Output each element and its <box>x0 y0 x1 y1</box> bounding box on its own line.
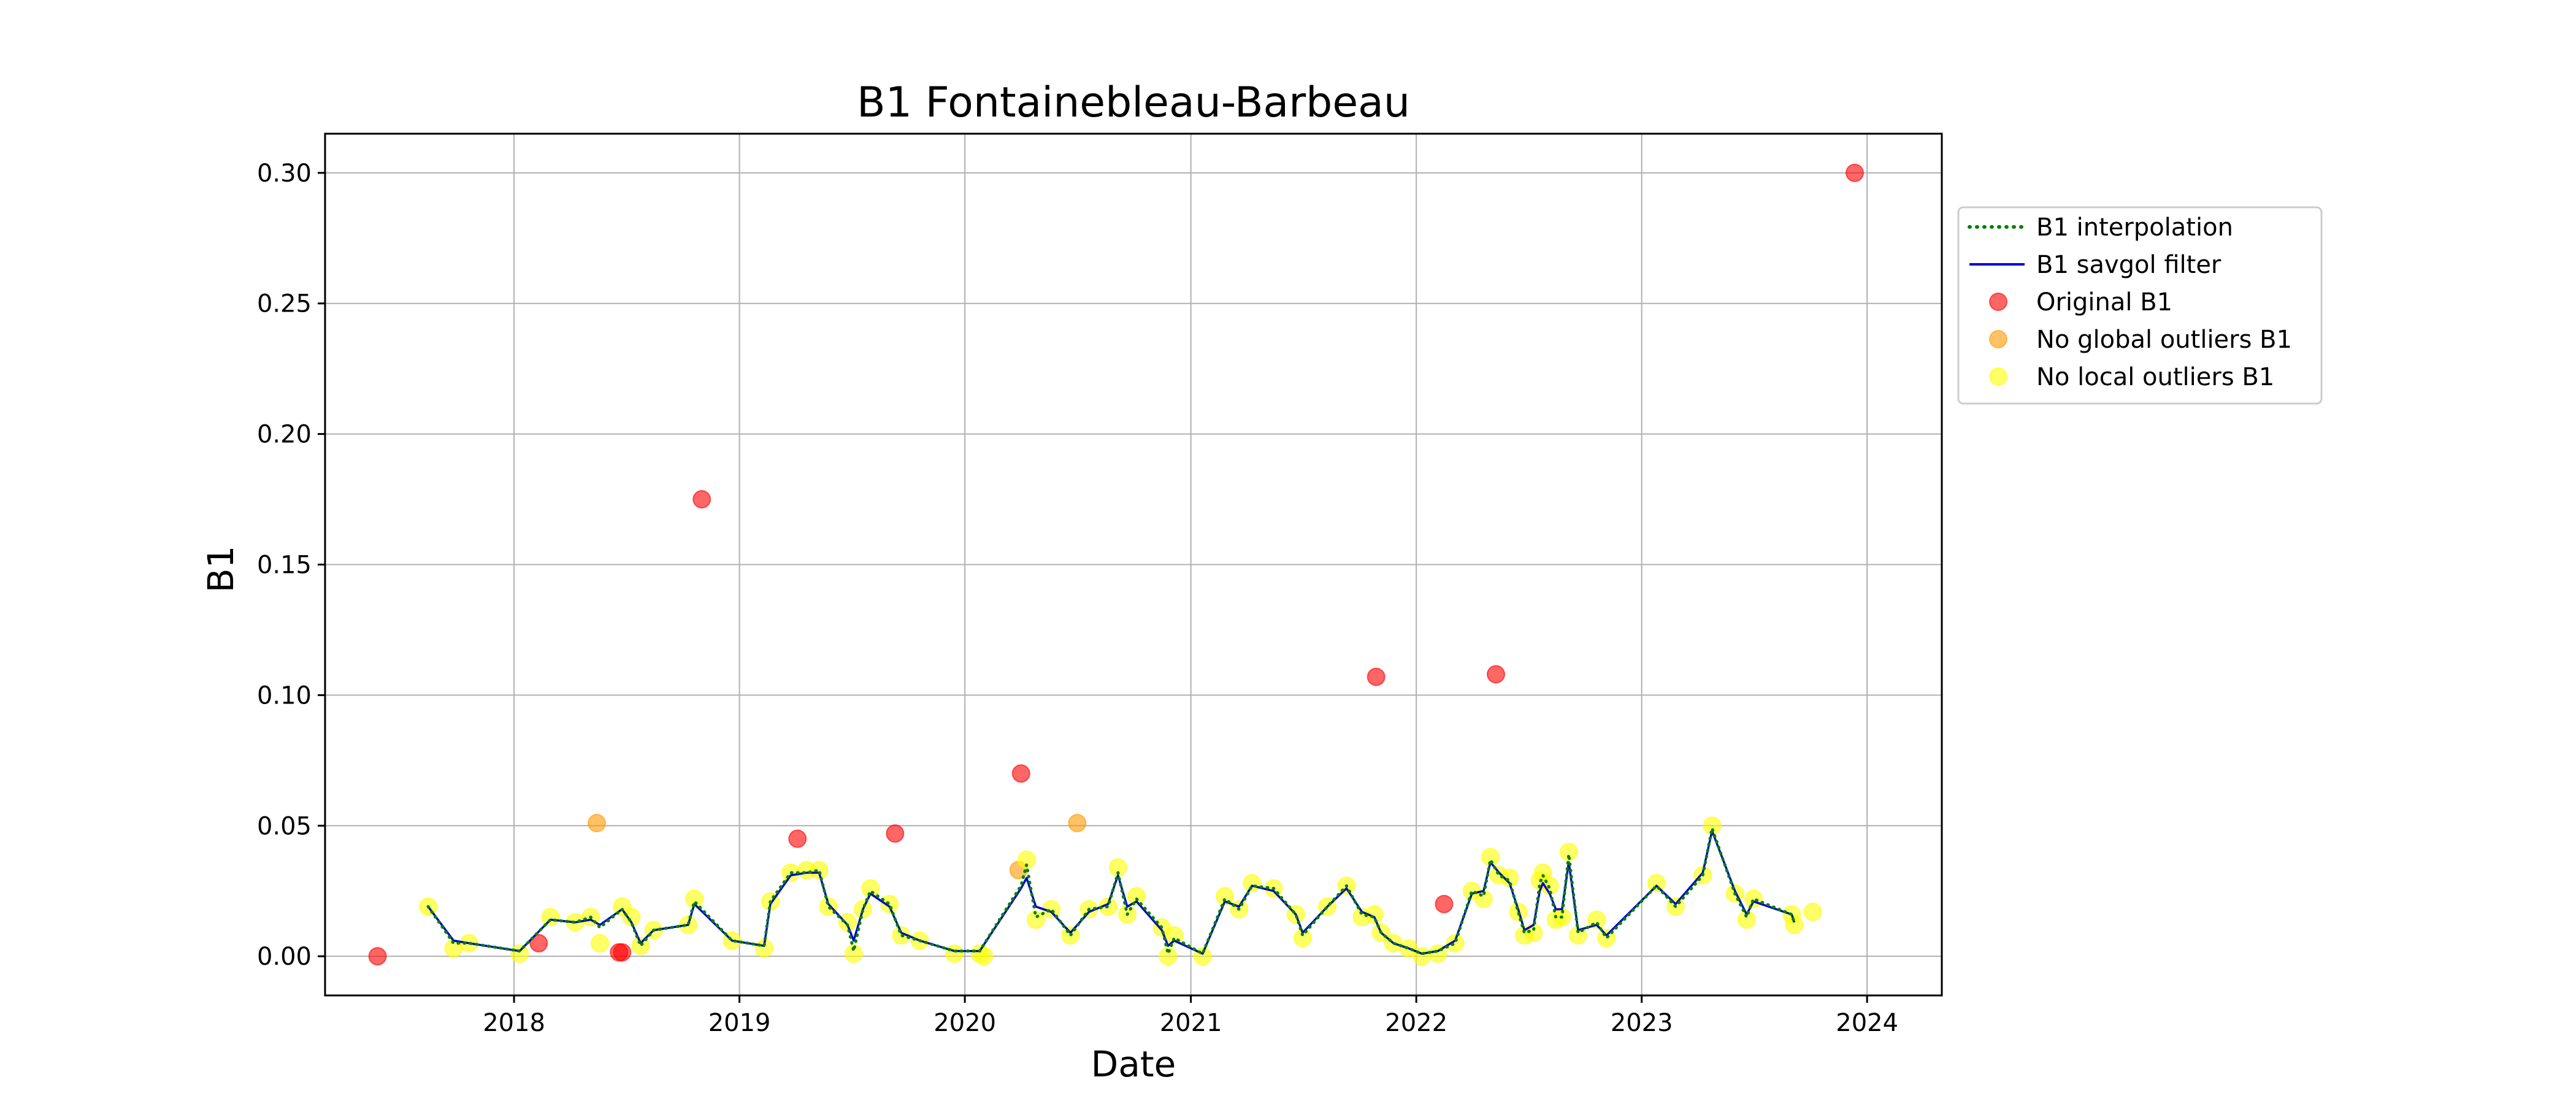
no-local-outliers-b1-point <box>844 944 863 963</box>
x-tick-label: 2024 <box>1836 1009 1898 1037</box>
y-axis-label: B1 <box>200 546 242 593</box>
no-local-outliers-b1-point <box>1785 916 1804 935</box>
legend-marker <box>1989 367 2007 386</box>
no-local-outliers-b1-point <box>1017 850 1036 869</box>
no-local-outliers-b1-point <box>510 944 529 963</box>
no-local-outliers-b1-point <box>1243 873 1262 892</box>
no-local-outliers-b1-point <box>1026 910 1045 929</box>
no-local-outliers-b1-point <box>819 897 838 916</box>
x-tick-label: 2019 <box>708 1009 771 1037</box>
no-local-outliers-b1-series <box>419 816 1822 966</box>
original-b1-point <box>529 933 548 953</box>
x-tick-label: 2018 <box>483 1009 545 1037</box>
legend-item: B1 savgol filter <box>1969 251 2221 279</box>
y-tick-label: 0.10 <box>257 681 312 710</box>
y-tick-label: 0.00 <box>257 943 312 971</box>
plot-area <box>368 163 1865 966</box>
y-tick-label: 0.25 <box>257 290 312 318</box>
legend-item: Original B1 <box>1989 288 2172 316</box>
legend: B1 interpolation B1 savgol filter Original… <box>1957 206 2323 405</box>
no-local-outliers-b1-point <box>1446 933 1465 953</box>
original-b1-point <box>886 824 905 843</box>
legend-label: No local outliers B1 <box>2036 363 2274 391</box>
grid-lines <box>325 134 1942 995</box>
y-tick-label: 0.30 <box>257 159 312 188</box>
legend-item: B1 interpolation <box>1968 213 2233 242</box>
x-tick-label: 2022 <box>1385 1009 1447 1037</box>
legend-label: Original B1 <box>2036 288 2172 316</box>
legend-item: No local outliers B1 <box>1989 363 2274 391</box>
legend-label: B1 savgol filter <box>2036 251 2221 279</box>
no-local-outliers-b1-point <box>1293 929 1312 948</box>
axis-ticks: 2018 2019 2020 2021 2022 2023 2024 0.00 0.05 0.10… <box>257 159 1898 1037</box>
legend-frame <box>1957 206 2323 405</box>
x-tick-label: 2021 <box>1160 1009 1222 1037</box>
original-b1-series <box>368 163 1865 966</box>
y-tick-label: 0.15 <box>257 551 312 580</box>
no-local-outliers-b1-point <box>1647 873 1666 892</box>
original-b1-point <box>613 943 632 962</box>
legend-marker <box>1989 293 2007 311</box>
interpolation-line <box>426 827 1796 956</box>
y-tick-label: 0.05 <box>257 812 312 840</box>
original-b1-point <box>788 829 807 848</box>
no-local-outliers-b1-point <box>1524 923 1543 942</box>
no-local-outliers-b1-point <box>1159 947 1178 966</box>
x-tick-label: 2020 <box>933 1009 996 1037</box>
no-local-outliers-b1-point <box>945 944 964 963</box>
no-global-outliers-b1-point <box>1068 814 1087 832</box>
original-b1-point <box>692 490 711 509</box>
no-global-outliers-b1-point <box>588 814 607 832</box>
no-local-outliers-b1-point <box>861 879 880 898</box>
no-local-outliers-b1-point <box>1559 842 1578 861</box>
no-local-outliers-b1-point <box>631 937 650 956</box>
no-local-outliers-b1-point <box>810 861 829 880</box>
no-local-outliers-b1-point <box>1737 910 1756 929</box>
legend-item: No global outliers B1 <box>1989 326 2292 354</box>
x-axis-label: Date <box>1091 1043 1176 1085</box>
y-tick-label: 0.20 <box>257 421 312 449</box>
no-local-outliers-b1-point <box>591 933 610 953</box>
no-local-outliers-b1-point <box>1127 887 1146 906</box>
x-tick-label: 2023 <box>1611 1009 1673 1037</box>
original-b1-point <box>1435 894 1454 913</box>
original-b1-point <box>1846 163 1865 182</box>
legend-marker <box>1989 330 2007 348</box>
no-local-outliers-b1-point <box>1803 902 1822 921</box>
original-b1-point <box>1487 665 1506 684</box>
legend-label: No global outliers B1 <box>2036 326 2292 354</box>
original-b1-point <box>1367 667 1386 686</box>
original-b1-point <box>1011 764 1030 783</box>
legend-label: B1 interpolation <box>2036 213 2233 242</box>
no-local-outliers-b1-point <box>838 913 857 932</box>
no-local-outliers-b1-point <box>1744 889 1763 908</box>
chart-title: B1 Fontainebleau-Barbeau <box>857 79 1410 127</box>
no-local-outliers-b1-point <box>541 908 560 927</box>
no-local-outliers-b1-point <box>880 894 899 913</box>
original-b1-point <box>368 947 387 966</box>
